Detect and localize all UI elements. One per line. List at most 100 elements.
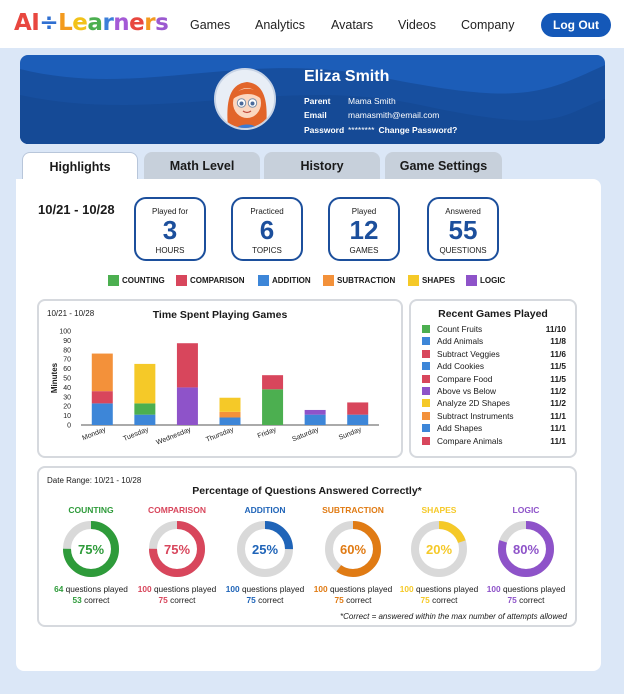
questions-correct: 75 correct: [305, 595, 401, 605]
donut-percent: 20%: [425, 542, 453, 557]
recent-game-row[interactable]: Count Fruits 11/10: [422, 323, 566, 335]
played-count: 100: [486, 584, 501, 594]
correct-count: 75: [507, 595, 517, 605]
donut-arc: [325, 521, 381, 577]
donut-addition: ADDITION 25% 100 questions played 75 correc…: [217, 505, 313, 615]
game-date: 11/2: [550, 398, 566, 409]
game-name: Compare Food: [437, 373, 493, 384]
change-password-link[interactable]: Change Password?: [378, 125, 458, 135]
game-name: Above vs Below: [437, 386, 497, 396]
recent-game-row[interactable]: Subtract Instruments 11/1: [422, 410, 566, 422]
donut-category: COMPARISON: [148, 505, 206, 515]
logo-letter: AI: [14, 10, 40, 36]
tab-highlights[interactable]: Highlights: [22, 152, 138, 180]
nav-avatars-link[interactable]: Avatars: [331, 18, 374, 32]
email-label: Email: [304, 110, 327, 120]
bar-segment-logic: [304, 409, 326, 415]
game-name: Subtract Instruments: [437, 410, 514, 421]
email-value: mamasmith@email.com: [348, 110, 440, 120]
bar-segment-addition: [134, 414, 156, 425]
nav-games-link[interactable]: Games: [190, 18, 231, 32]
donut-logic: LOGIC 80% 100 questions played 75 correct: [478, 505, 574, 615]
donut-ring: [411, 521, 467, 577]
bar-segment-comparison: [347, 402, 369, 415]
profile-banner: Eliza Smith Parent Mama Smith Email mamasm…: [20, 55, 605, 144]
ai-learners-logo[interactable]: AI÷Learners: [14, 10, 169, 36]
stat-value: 12: [349, 215, 379, 245]
played-text: questions played: [241, 584, 305, 594]
tab-history[interactable]: History: [264, 152, 380, 180]
recent-game-row[interactable]: Subtract Veggies 11/6: [422, 348, 566, 360]
game-name: Compare Animals: [437, 435, 503, 446]
stat-games: Played 12 GAMES: [328, 197, 400, 261]
played-count: 100: [399, 584, 414, 594]
percent-date-range: Date Range: 10/21 - 10/28: [47, 476, 142, 485]
played-text: questions played: [329, 584, 393, 594]
donut-shapes: SHAPES 20% 100 questions played 75 correct: [391, 505, 487, 615]
correct-count: 75: [158, 595, 168, 605]
percent-title: Percentage of Questions Answered Correct…: [192, 485, 422, 497]
stat-value: 3: [162, 215, 178, 245]
recent-game-row[interactable]: Compare Animals 11/1: [422, 435, 566, 447]
logout-button[interactable]: Log Out: [541, 13, 611, 37]
questions-played: 100 questions played: [211, 584, 319, 594]
nav-company-link[interactable]: Company: [461, 18, 515, 32]
stat-topics: Practiced 6 TOPICS: [231, 197, 303, 261]
highlights-panel: 10/21 - 10/28 Played for 3 HOURS Practic…: [16, 179, 601, 671]
nav-videos-link[interactable]: Videos: [398, 18, 436, 32]
questions-played: 100 questions played: [123, 584, 231, 594]
game-name: Add Shapes: [437, 423, 483, 434]
stat-label: Played: [351, 207, 377, 216]
chart-date-range: 10/21 - 10/28: [47, 309, 95, 318]
game-name: Subtract Veggies: [437, 348, 500, 359]
tab-math-level[interactable]: Math Level: [144, 152, 260, 180]
parent-value: Mama Smith: [348, 96, 396, 106]
bar-segment-subtraction: [91, 353, 113, 392]
stat-value: 55: [448, 215, 478, 245]
recent-games-card: Recent Games Played Count Fruits 11/10 Add…: [409, 299, 577, 458]
stat-questions: Answered 55 QUESTIONS: [427, 197, 499, 261]
avatar[interactable]: [214, 68, 276, 130]
questions-correct: 75 correct: [217, 595, 313, 605]
legend-swatch-shapes: [408, 275, 419, 286]
stat-unit: GAMES: [349, 246, 379, 255]
y-tick-label: 20: [63, 404, 71, 411]
x-tick-label: Saturday: [291, 426, 320, 443]
parent-label: Parent: [304, 96, 331, 106]
correct-count: 53: [72, 595, 82, 605]
questions-played: 100 questions played: [385, 584, 493, 594]
y-tick-label: 10: [63, 413, 71, 420]
donut-ring: [498, 521, 554, 577]
donut-percent: 75%: [77, 542, 105, 557]
correct-count: 75: [334, 595, 344, 605]
game-date: 11/1: [550, 410, 566, 421]
recent-game-row[interactable]: Above vs Below 11/2: [422, 385, 566, 397]
donut-percent: 60%: [339, 542, 367, 557]
recent-game-row[interactable]: Compare Food 11/5: [422, 373, 566, 385]
nav-analytics-link[interactable]: Analytics: [255, 18, 306, 32]
questions-played: 64 questions played: [37, 584, 145, 594]
parent-row: Parent Mama Smith: [304, 96, 396, 106]
legend-label-counting: COUNTING: [122, 276, 165, 285]
questions-correct: 75 correct: [478, 595, 574, 605]
played-text: questions played: [415, 584, 479, 594]
correct-text: correct: [346, 595, 372, 605]
logo-letter: s: [155, 10, 169, 36]
game-name: Add Cookies: [437, 361, 485, 372]
y-tick-label: 0: [67, 423, 71, 430]
game-color-swatch: [422, 424, 430, 433]
recent-game-row[interactable]: Analyze 2D Shapes 11/2: [422, 397, 566, 409]
tab-game-settings[interactable]: Game Settings: [385, 152, 502, 180]
legend-swatch-logic: [466, 275, 477, 286]
x-tick-label: Tuesday: [122, 426, 150, 443]
recent-game-row[interactable]: Add Shapes 11/1: [422, 422, 566, 434]
recent-game-row[interactable]: Add Cookies 11/5: [422, 360, 566, 372]
recent-game-row[interactable]: Add Animals 11/8: [422, 335, 566, 347]
y-tick-label: 100: [59, 329, 71, 336]
game-color-swatch: [422, 337, 430, 346]
time-spent-chart-card: 10/21 - 10/28 Time Spent Playing Games 0…: [37, 299, 403, 458]
x-tick-label: Friday: [257, 426, 278, 440]
y-tick-label: 40: [63, 385, 71, 392]
y-tick-label: 70: [63, 357, 71, 364]
donut-percent: 75%: [163, 542, 191, 557]
